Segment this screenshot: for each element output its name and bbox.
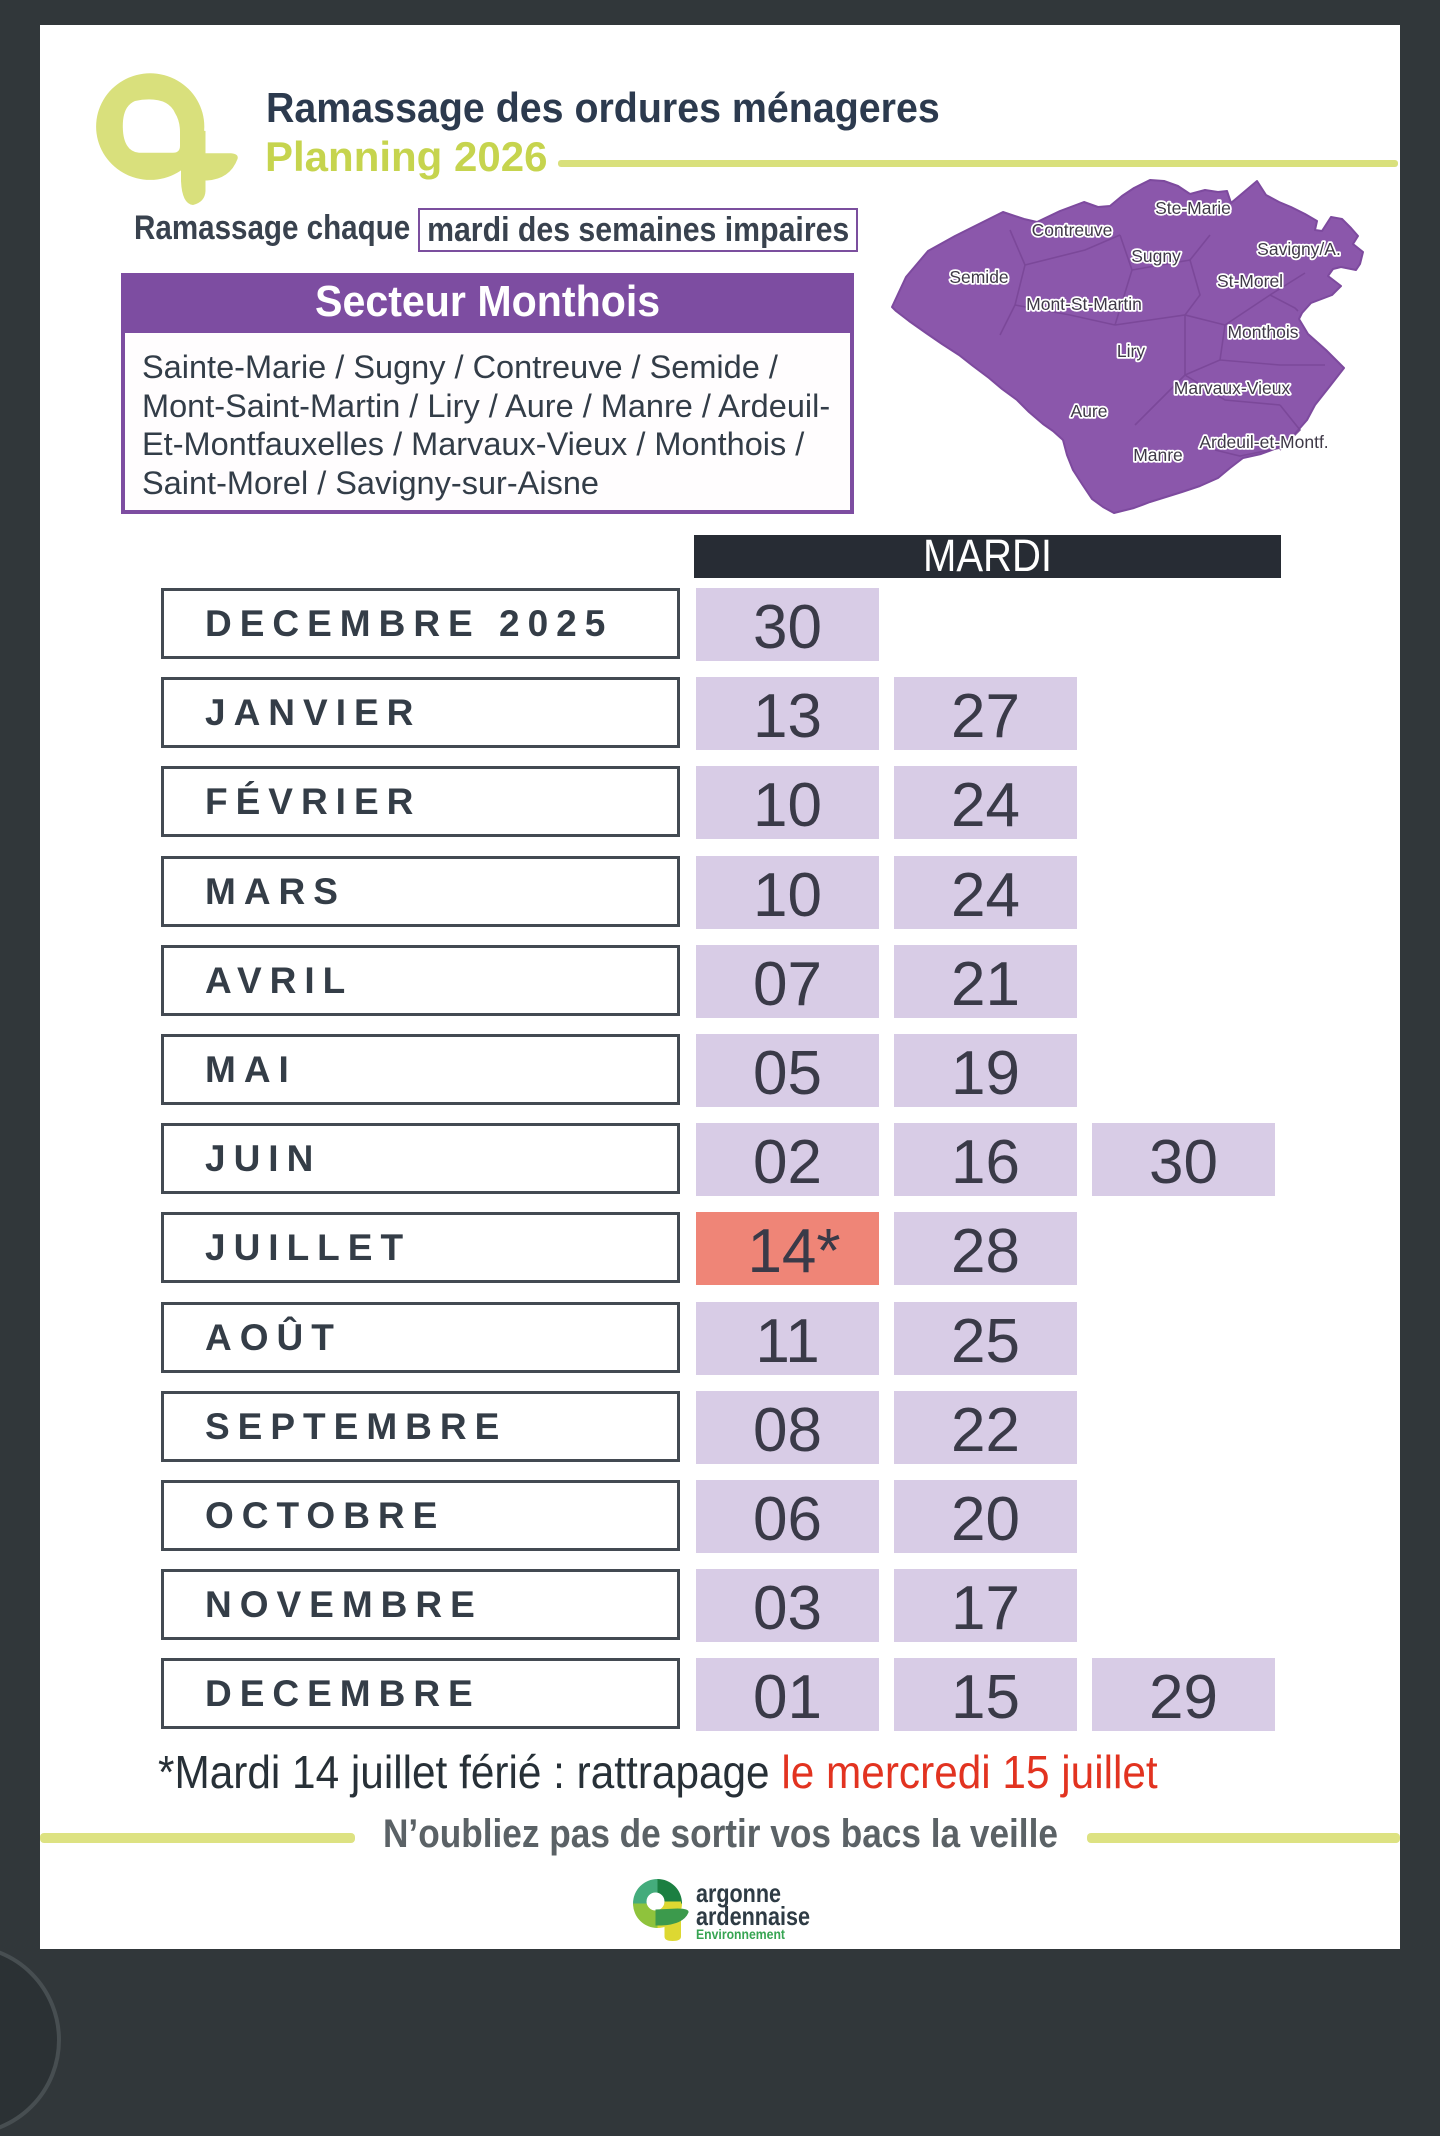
svg-text:Manre: Manre [1133,445,1183,465]
svg-text:Monthois: Monthois [1227,322,1298,342]
svg-text:Aure: Aure [1071,401,1108,421]
svg-text:Ste-Marie: Ste-Marie [1155,198,1231,218]
svg-text:Savigny/A.: Savigny/A. [1257,239,1341,259]
svg-text:Environnement: Environnement [696,1927,785,1942]
svg-text:Liry: Liry [1117,341,1145,361]
svg-text:Ardeuil-et-Montf.: Ardeuil-et-Montf. [1199,432,1328,452]
svg-text:Semide: Semide [949,267,1008,287]
svg-text:Sugny: Sugny [1131,246,1181,266]
svg-text:ardennaise: ardennaise [696,1901,810,1931]
svg-text:Marvaux-Vieux: Marvaux-Vieux [1174,378,1291,398]
svg-text:Mont-St-Martin: Mont-St-Martin [1026,294,1142,314]
svg-text:Contreuve: Contreuve [1032,220,1113,240]
svg-text:St-Morel: St-Morel [1217,271,1283,291]
svg-text:argonne: argonne [696,1878,781,1908]
